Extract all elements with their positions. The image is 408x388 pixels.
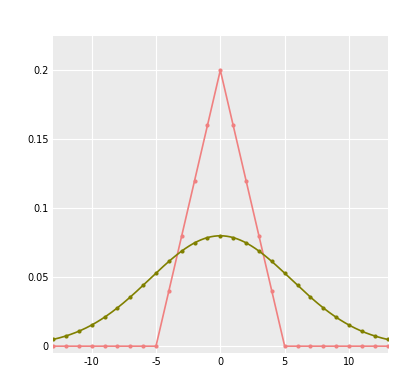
Text: 3: 3 (200, 7, 208, 21)
